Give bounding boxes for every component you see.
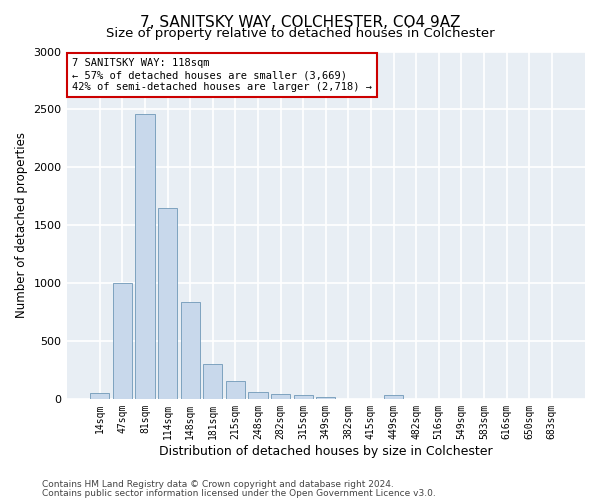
Text: 7, SANITSKY WAY, COLCHESTER, CO4 9AZ: 7, SANITSKY WAY, COLCHESTER, CO4 9AZ: [140, 15, 460, 30]
Bar: [384, 396, 403, 399]
Bar: [181, 302, 200, 399]
Bar: [113, 283, 132, 399]
Bar: [136, 114, 155, 399]
Text: 7 SANITSKY WAY: 118sqm
← 57% of detached houses are smaller (3,669)
42% of semi-: 7 SANITSKY WAY: 118sqm ← 57% of detached…: [72, 58, 372, 92]
Bar: [271, 394, 290, 399]
Bar: [203, 364, 223, 399]
Bar: [248, 392, 268, 399]
Bar: [158, 208, 177, 399]
X-axis label: Distribution of detached houses by size in Colchester: Distribution of detached houses by size …: [159, 444, 493, 458]
Bar: [226, 382, 245, 399]
Bar: [90, 393, 109, 399]
Y-axis label: Number of detached properties: Number of detached properties: [15, 132, 28, 318]
Bar: [293, 396, 313, 399]
Text: Contains HM Land Registry data © Crown copyright and database right 2024.: Contains HM Land Registry data © Crown c…: [42, 480, 394, 489]
Text: Contains public sector information licensed under the Open Government Licence v3: Contains public sector information licen…: [42, 488, 436, 498]
Text: Size of property relative to detached houses in Colchester: Size of property relative to detached ho…: [106, 28, 494, 40]
Bar: [316, 396, 335, 399]
